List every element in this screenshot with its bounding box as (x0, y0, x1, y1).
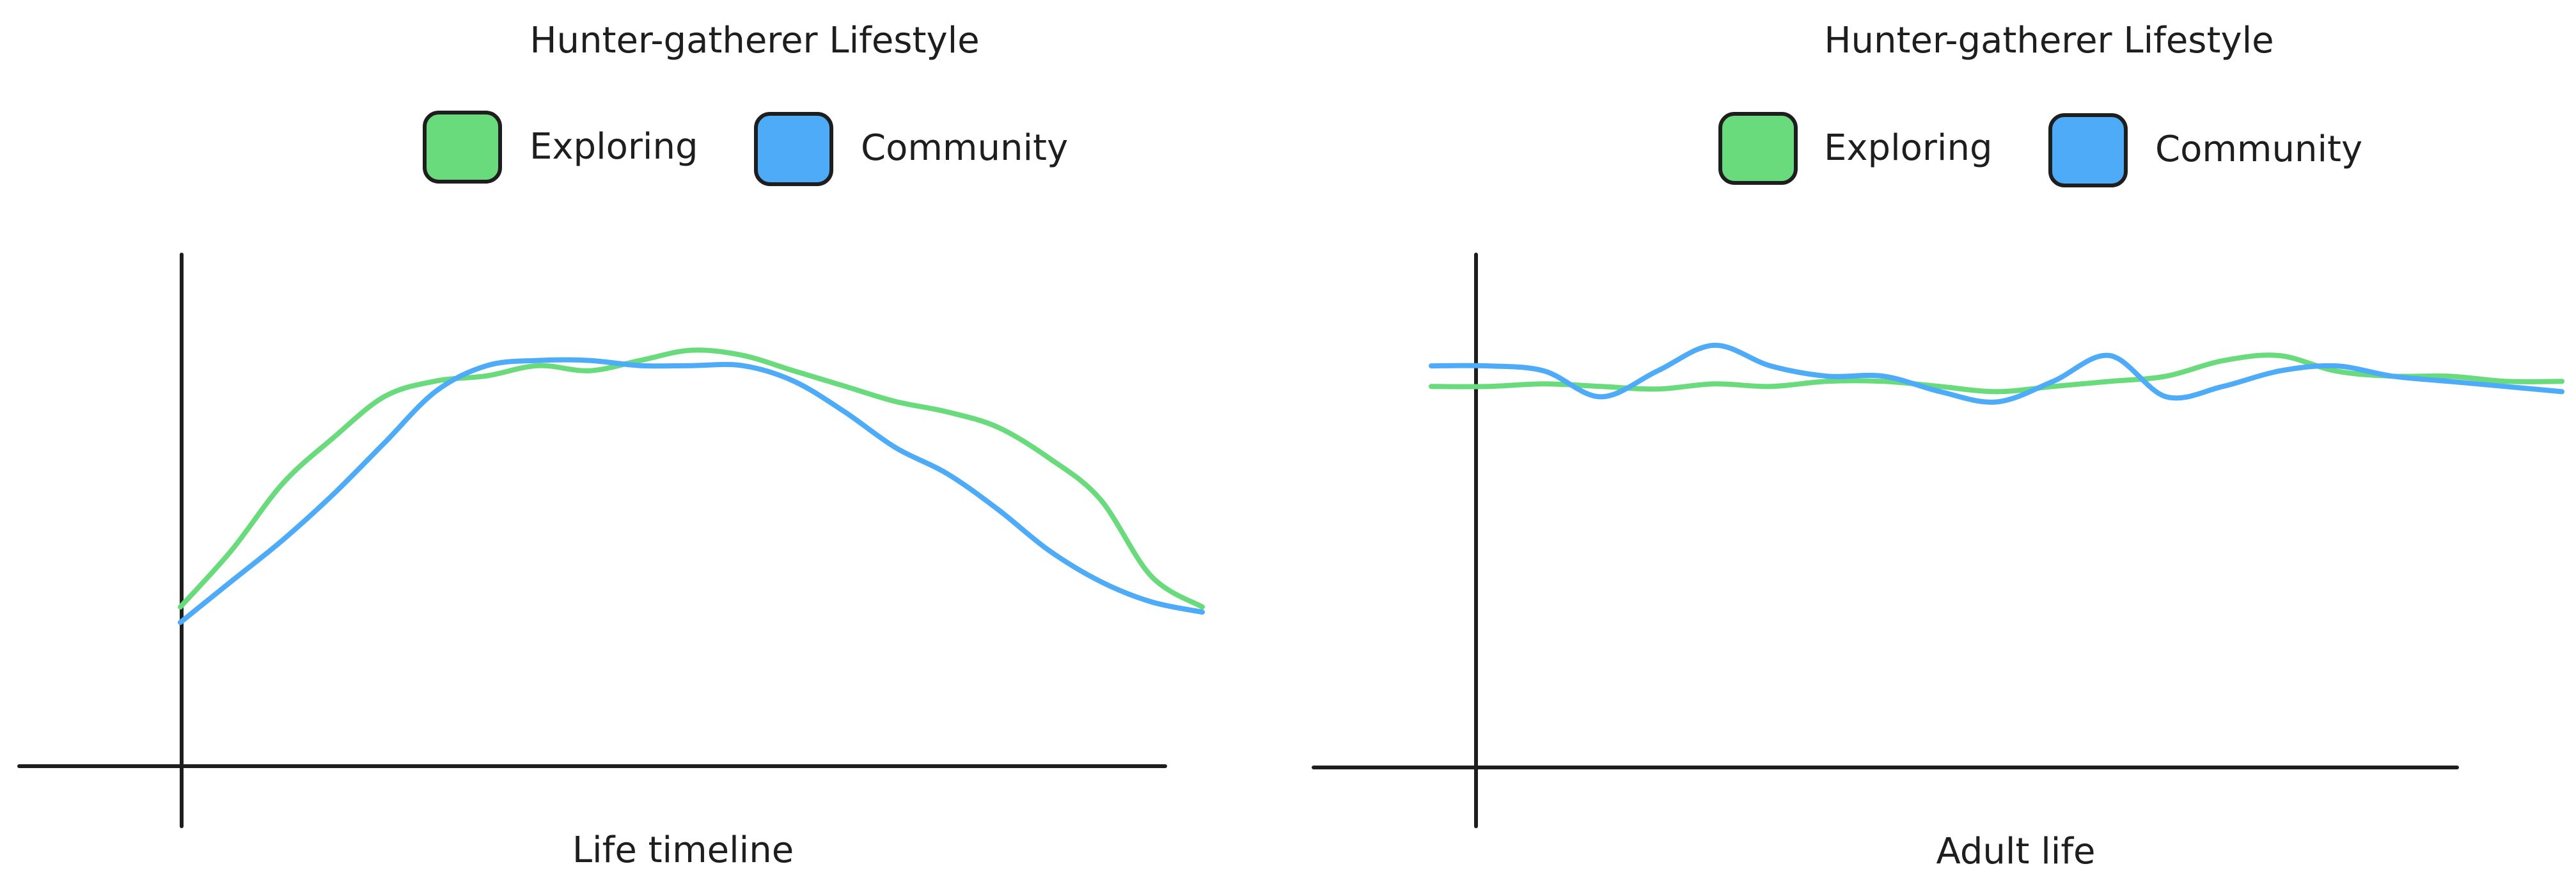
series-line-community (1429, 342, 2564, 405)
legend-swatch-exploring (423, 111, 502, 184)
legend-label-exploring: Exploring (1824, 127, 1993, 169)
series-line-community (178, 357, 1205, 625)
legend: Exploring Community (1718, 112, 2362, 187)
legend: Exploring Community (423, 111, 1068, 186)
legend-swatch-community (754, 112, 833, 186)
x-axis-label: Life timeline (572, 829, 794, 871)
legend-label-community: Community (861, 127, 1068, 169)
chart-left: Hunter-gatherer Lifestyle Exploring Comm… (17, 20, 1205, 871)
legend-label-community: Community (2155, 129, 2362, 170)
chart-title: Hunter-gatherer Lifestyle (1824, 20, 2274, 61)
legend-label-exploring: Exploring (530, 126, 698, 168)
series-line-exploring (178, 347, 1205, 610)
plot-area (178, 347, 1205, 625)
chart-right: Hunter-gatherer Lifestyle Exploring Comm… (1312, 20, 2564, 872)
legend-swatch-exploring (1718, 112, 1798, 185)
legend-swatch-community (2048, 113, 2128, 187)
x-axis-label: Adult life (1936, 831, 2096, 872)
plot-area (1429, 342, 2564, 405)
chart-title: Hunter-gatherer Lifestyle (530, 20, 979, 61)
